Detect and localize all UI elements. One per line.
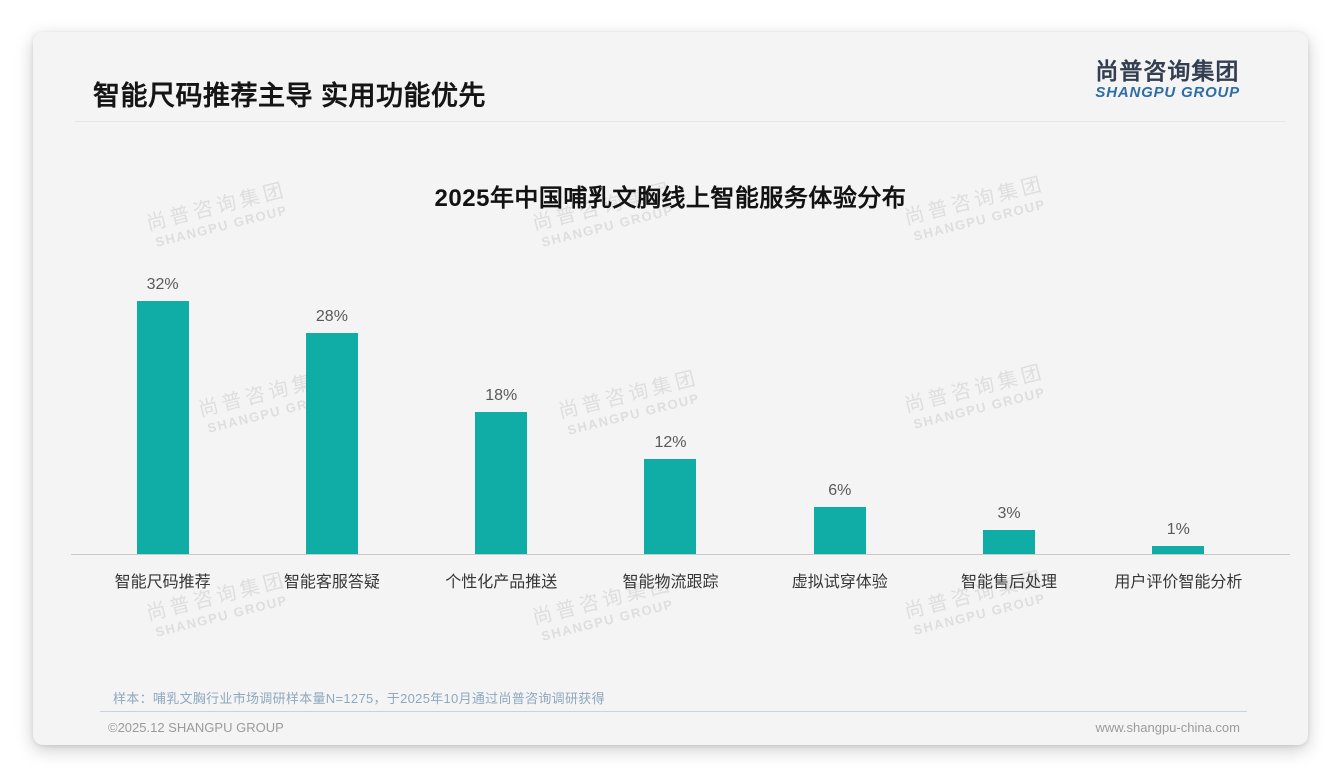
company-logo: 尚普咨询集团 SHANGPU GROUP <box>1095 58 1240 101</box>
title-divider <box>75 121 1286 122</box>
bar-value-label: 12% <box>654 434 687 452</box>
copyright-text: ©2025.12 SHANGPU GROUP <box>108 720 284 735</box>
bar <box>136 301 189 554</box>
bar <box>305 332 358 554</box>
category-label: 智能售后处理 <box>961 574 1058 591</box>
category-label: 个性化产品推送 <box>445 574 558 591</box>
bar-value-label: 28% <box>315 307 348 325</box>
bar <box>644 459 697 554</box>
chart-title: 2025年中国哺乳文胸线上智能服务体验分布 <box>434 185 907 212</box>
bar <box>813 506 866 554</box>
website-url: www.shangpu-china.com <box>1095 720 1240 735</box>
bar-column: 3% <box>924 272 1093 554</box>
bar-column: 6% <box>755 272 924 554</box>
page-title: 智能尺码推荐主导 实用功能优先 <box>93 81 487 111</box>
footer-divider <box>100 711 1247 712</box>
sample-note: 样本：哺乳文胸行业市场调研样本量N=1275，于2025年10月通过尚普咨询调研… <box>113 691 605 706</box>
category-axis: 智能尺码推荐 智能客服答疑 个性化产品推送 智能物流跟踪 虚拟试穿体验 智能售后… <box>78 568 1263 592</box>
category-label: 智能客服答疑 <box>283 574 380 591</box>
category-label: 虚拟试穿体验 <box>791 574 888 591</box>
bar-column: 28% <box>247 272 416 554</box>
slide-card: 尚普咨询集团 SHANGPU GROUP 尚普咨询集团 SHANGPU GROUP … <box>33 32 1308 745</box>
category-label: 智能尺码推荐 <box>114 574 211 591</box>
bar-column: 18% <box>417 272 586 554</box>
logo-cn-text: 尚普咨询集团 <box>1095 58 1240 84</box>
bar-column: 1% <box>1094 272 1263 554</box>
bar-chart: 32% 28% 18% 12% 6% 3% <box>78 272 1263 554</box>
bar-value-label: 18% <box>485 386 518 404</box>
bar-value-label: 32% <box>146 276 179 294</box>
bar-value-label: 6% <box>828 481 852 499</box>
bar-value-label: 3% <box>997 505 1021 523</box>
x-axis-line <box>71 554 1290 555</box>
bar <box>475 411 528 554</box>
bar-column: 12% <box>586 272 755 554</box>
bar <box>983 530 1036 554</box>
bar <box>1152 546 1205 554</box>
category-label: 用户评价智能分析 <box>1114 574 1243 591</box>
logo-en-text: SHANGPU GROUP <box>1095 84 1240 102</box>
bar-column: 32% <box>78 272 247 554</box>
category-label: 智能物流跟踪 <box>622 574 719 591</box>
bar-value-label: 1% <box>1166 521 1190 539</box>
